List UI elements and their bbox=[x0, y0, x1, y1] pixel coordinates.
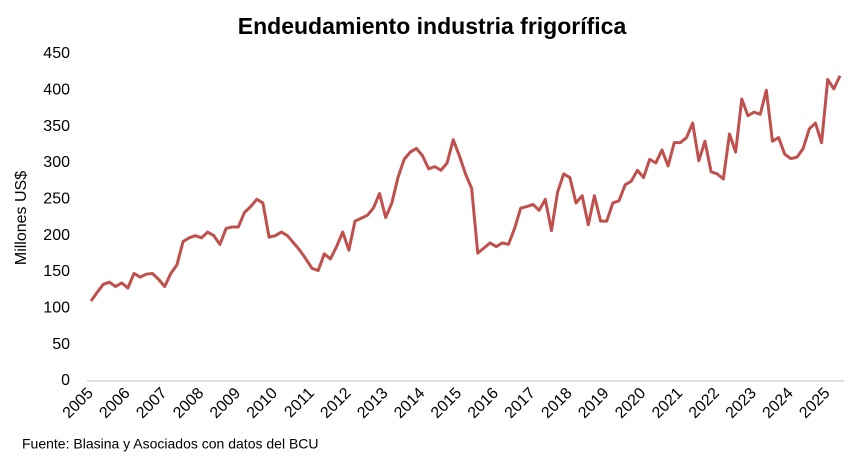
y-tick-label: 300 bbox=[43, 154, 70, 171]
y-tick-label: 100 bbox=[43, 300, 70, 317]
y-tick-label: 450 bbox=[43, 45, 70, 62]
y-tick-label: 0 bbox=[61, 372, 70, 389]
y-tick-label: 200 bbox=[43, 227, 70, 244]
chart-title: Endeudamiento industria frigorífica bbox=[238, 13, 627, 39]
y-tick-label: 400 bbox=[43, 82, 70, 99]
y-tick-label: 150 bbox=[43, 263, 70, 280]
source-note: Fuente: Blasina y Asociados con datos de… bbox=[22, 436, 319, 452]
data-line bbox=[89, 75, 842, 302]
y-axis-label: Millones US$ bbox=[13, 171, 30, 265]
y-tick-label: 350 bbox=[43, 118, 70, 135]
y-tick-label: 50 bbox=[52, 336, 70, 353]
y-tick-label: 250 bbox=[43, 191, 70, 208]
